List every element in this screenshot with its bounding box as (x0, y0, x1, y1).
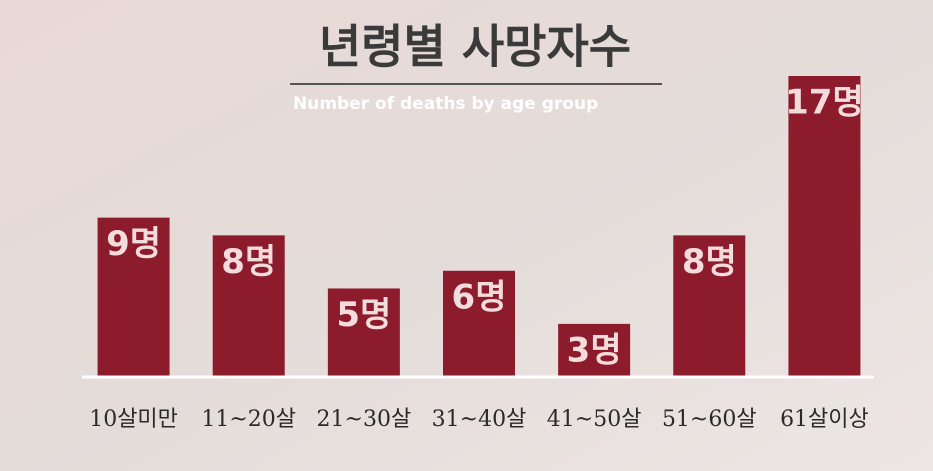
bar (327, 288, 400, 377)
x-tick-label: 31~40살 (432, 407, 527, 432)
chart-title: 년령별 사망자수 (319, 20, 631, 74)
bar (788, 76, 861, 377)
bar (97, 217, 170, 377)
x-tick-label: 10살미만 (89, 407, 178, 432)
x-tick-label: 41~50살 (547, 407, 642, 432)
value-label: 3명 (567, 330, 622, 370)
x-tick-label: 21~30살 (317, 407, 412, 432)
chart-subtitle: Number of deaths by age group (293, 94, 598, 114)
bar (673, 235, 746, 377)
value-label: 8명 (221, 242, 276, 282)
bar (443, 270, 515, 377)
x-tick-label: 11~20살 (201, 407, 296, 432)
x-tick-label: 61살이상 (780, 407, 869, 432)
value-label: 5명 (336, 295, 391, 335)
value-label: 9명 (106, 224, 161, 264)
value-label: 6명 (452, 277, 507, 317)
bar (212, 235, 285, 377)
value-label: 8명 (682, 242, 737, 282)
bar (558, 323, 631, 377)
x-tick-label: 51~60살 (662, 407, 757, 432)
value-label: 17명 (785, 83, 864, 123)
